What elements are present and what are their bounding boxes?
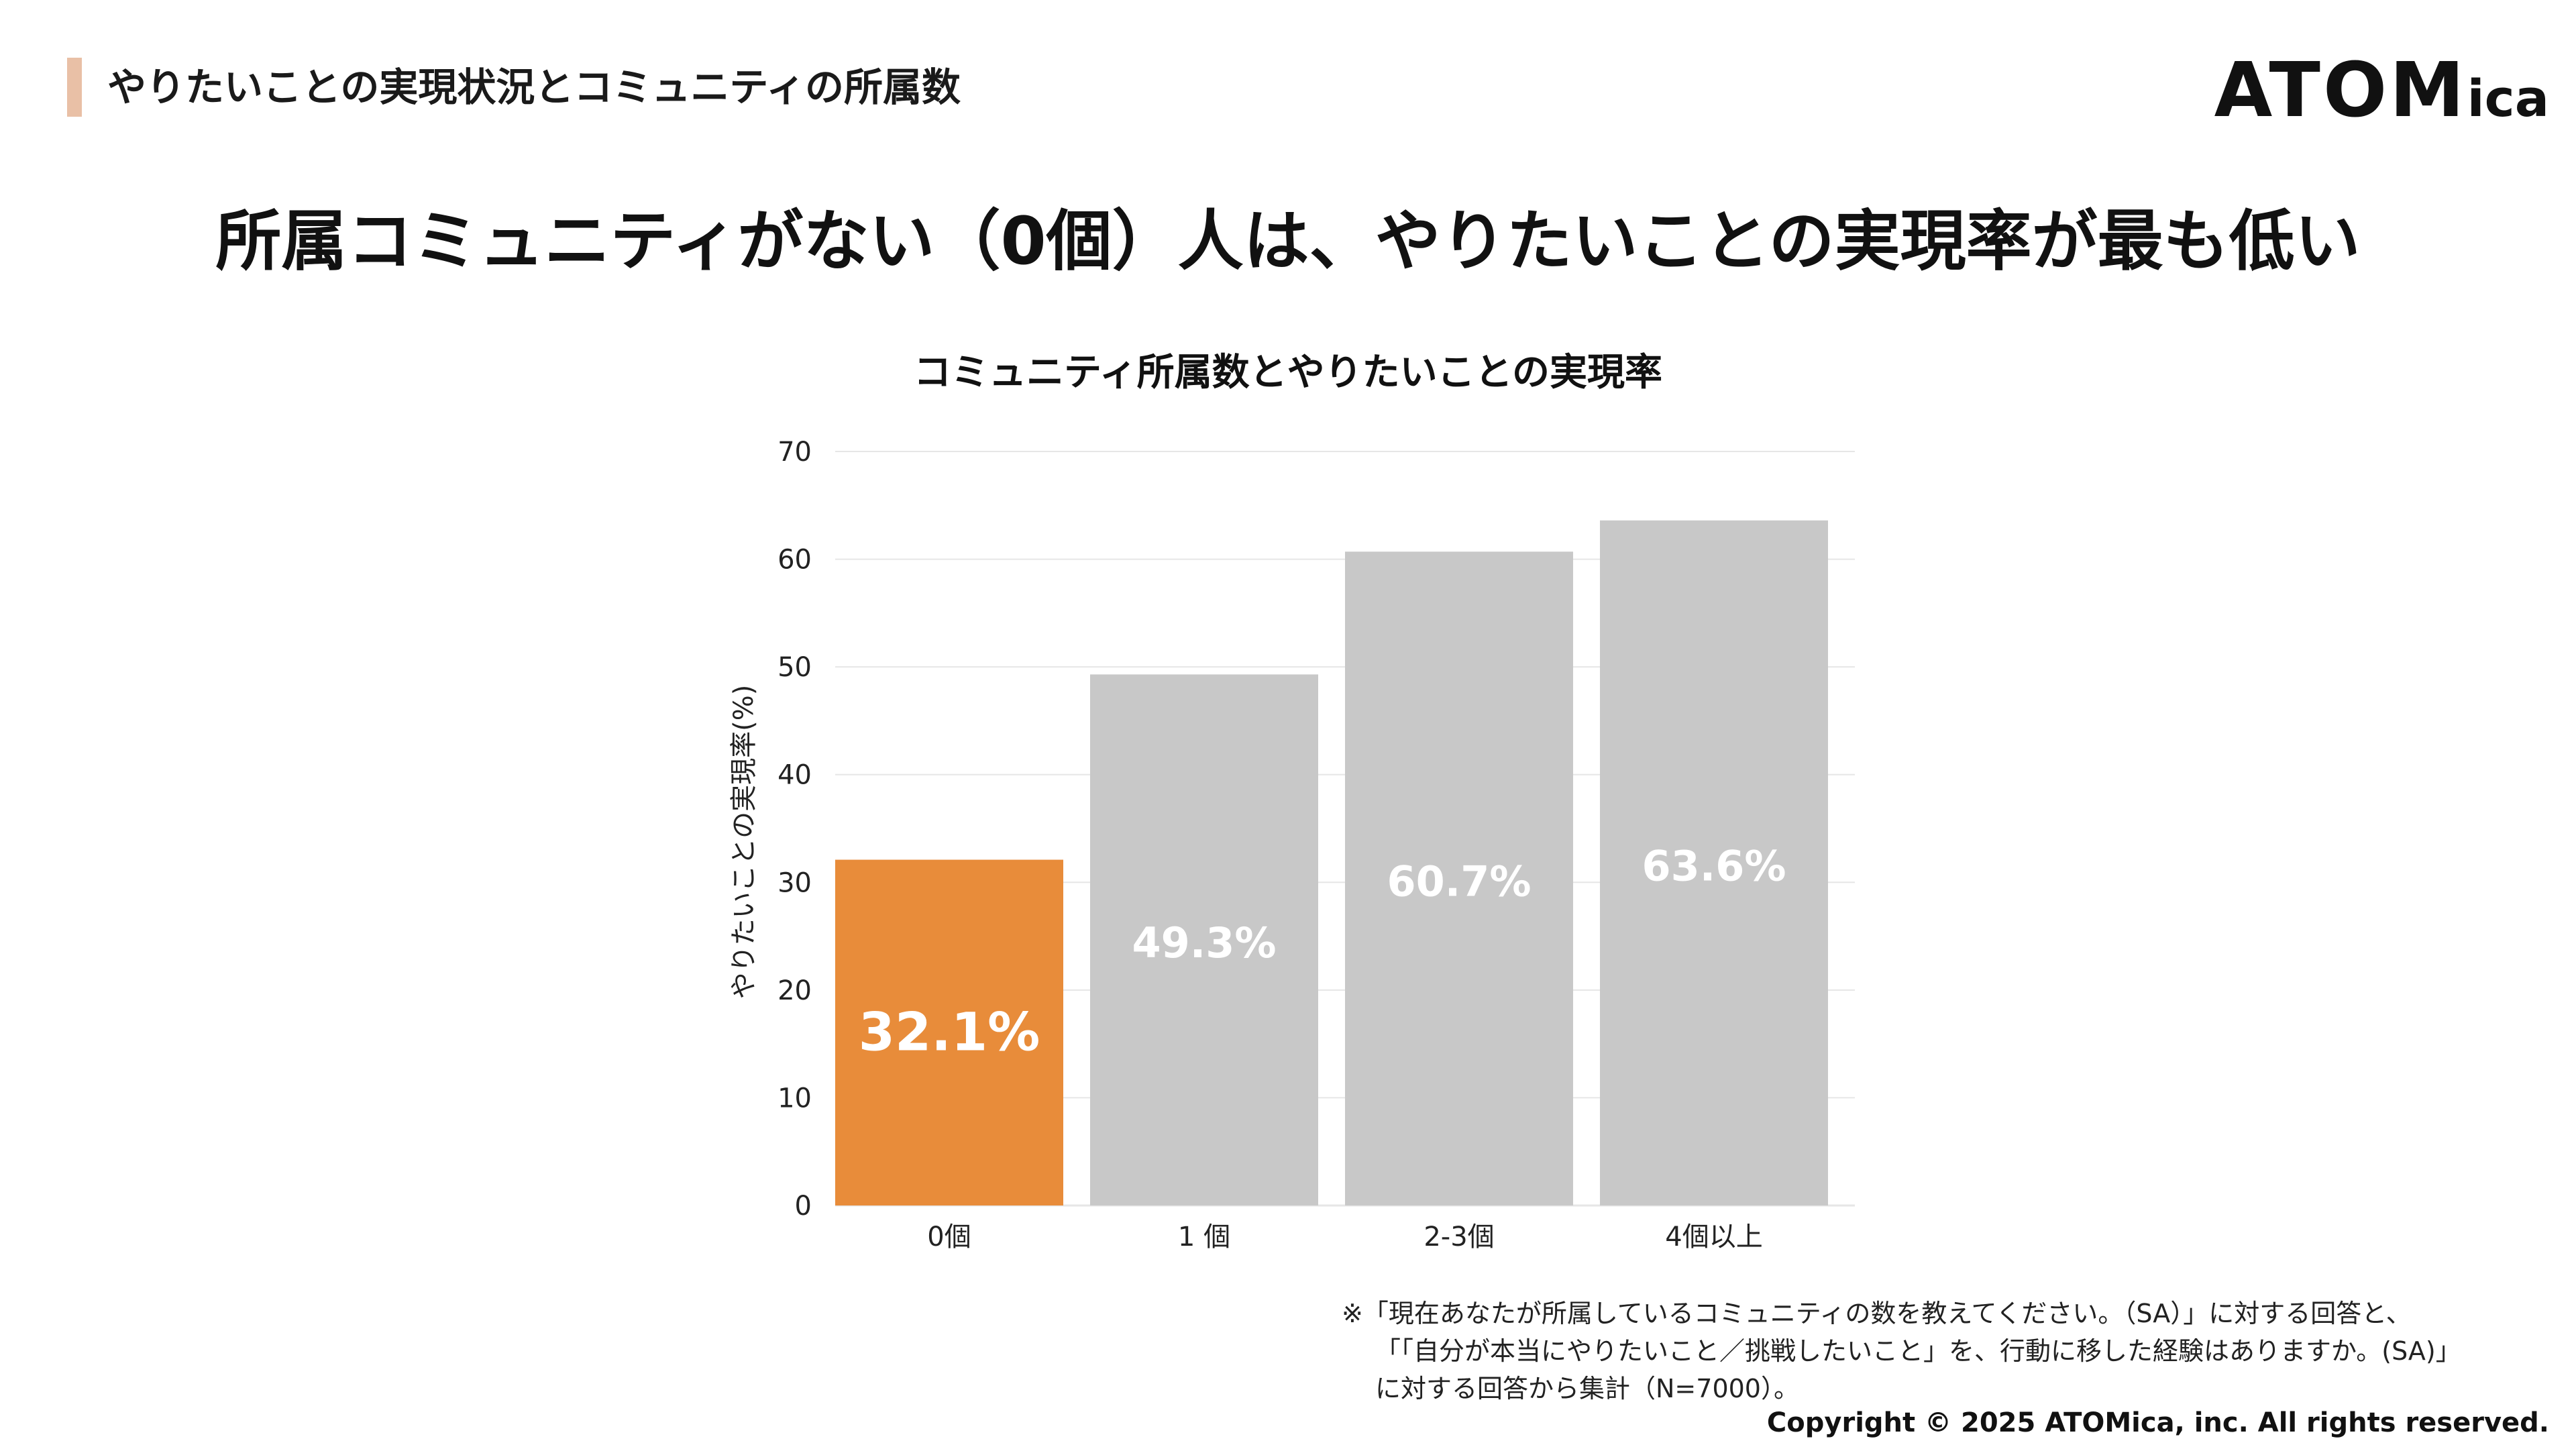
bar-3: [1600, 520, 1828, 1205]
atomica-logo: ATOMica: [2214, 53, 2549, 128]
x-tick-label-1: 1 個: [1178, 1222, 1230, 1252]
data-label-3: 63.6%: [1642, 841, 1786, 890]
data-label-layer: 32.1% 49.3% 60.7% 63.6%: [859, 841, 1786, 1063]
footnote-line-2: 「「自分が本当にやりたいこと／挑戦したいこと」を、行動に移した経験はありますか。…: [1375, 1336, 2461, 1366]
x-tick-label-2: 2-3個: [1424, 1222, 1494, 1252]
y-axis-label: やりたいことの実現率(%): [729, 685, 759, 1000]
data-label-0: 32.1%: [859, 1002, 1040, 1063]
y-tick-label-50: 50: [777, 652, 812, 683]
logo-main-text: ATOM: [2214, 47, 2467, 134]
bar-0: [835, 859, 1063, 1205]
data-label-2: 60.7%: [1387, 857, 1531, 906]
section-title: やりたいことの実現状況とコミュニティの所属数: [107, 64, 961, 110]
section-accent-bar: [67, 58, 82, 117]
y-tick-label-0: 0: [795, 1191, 812, 1222]
footnote-line-1: ※「現在あなたが所属しているコミュニティの数を教えてください。（SA）」に対する…: [1342, 1299, 2412, 1328]
headline: 所属コミュニティがない（0個）人は、やりたいことの実現率が最も低い: [215, 203, 2361, 280]
y-tick-label-20: 20: [777, 975, 812, 1006]
y-tick-label-10: 10: [777, 1083, 812, 1114]
logo-sub-text: ica: [2467, 68, 2549, 128]
footnote-line-3: に対する回答から集計（N=7000）。: [1375, 1374, 1799, 1403]
copyright: Copyright © 2025 ATOMica, inc. All right…: [1766, 1407, 2549, 1438]
footnote: ※「現在あなたが所属しているコミュニティの数を教えてください。（SA）」に対する…: [1342, 1295, 2549, 1407]
y-tick-label-40: 40: [777, 760, 812, 791]
bar-1: [1090, 674, 1318, 1205]
y-tick-label-60: 60: [777, 545, 812, 576]
x-tick-label-0: 0個: [927, 1222, 971, 1252]
x-tick-label-3: 4個以上: [1665, 1222, 1762, 1252]
chart-title: コミュニティ所属数とやりたいことの実現率: [913, 351, 1663, 394]
bar-layer: [835, 520, 1828, 1205]
y-tick-label-70: 70: [777, 437, 812, 468]
y-tick-label-30: 30: [777, 867, 812, 898]
tick-label-layer: 0 10 20 30 40 50 60 70 0個 1 個 2-3個 4個以上: [777, 437, 1763, 1252]
bar-2: [1345, 551, 1573, 1205]
data-label-1: 49.3%: [1132, 918, 1276, 967]
